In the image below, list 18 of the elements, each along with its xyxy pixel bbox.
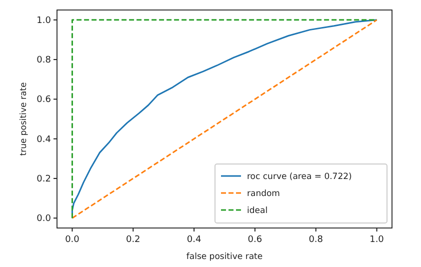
y-tick-label: 0.2 [36,174,51,184]
x-tick-label: 0.4 [186,235,202,245]
legend-label: roc curve (area = 0.722) [247,172,352,182]
y-tick-label: 1.0 [36,16,52,26]
x-tick-label: 0.8 [308,235,324,245]
legend-label: ideal [247,206,268,216]
x-tick-label: 1.0 [370,235,384,245]
y-axis-title: true positive rate [19,82,29,156]
y-tick-label: 0.6 [36,95,52,106]
y-tick-label: 0.8 [36,56,52,66]
x-tick-label: 0.6 [248,235,262,245]
y-tick-label: 0.0 [36,214,52,224]
y-tick-label: 0.4 [36,134,52,145]
x-tick-label: 0.2 [126,235,140,245]
line-series [71,19,378,219]
x-tick-label: 0.0 [65,235,80,245]
legend-label: random [247,189,280,199]
x-axis-title: false positive rate [186,252,263,262]
